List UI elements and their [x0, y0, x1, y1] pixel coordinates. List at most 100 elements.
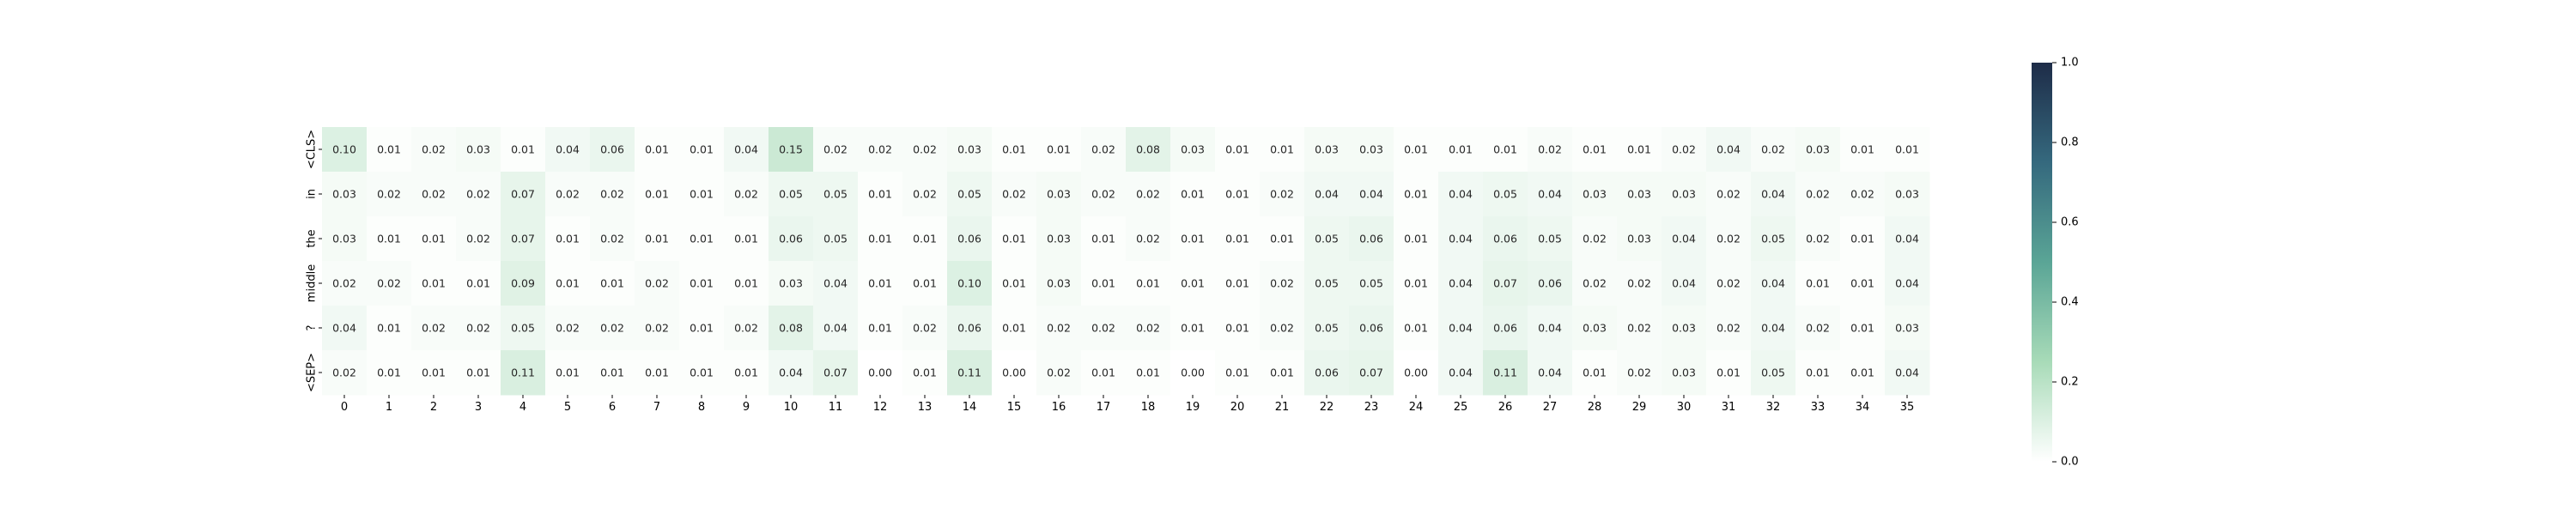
heatmap-cell [1394, 306, 1439, 351]
x-tick-label: 11 [829, 401, 843, 414]
cell-value-label: 0.01 [1047, 143, 1071, 156]
cell-value-label: 0.03 [1315, 143, 1339, 156]
heatmap-cell [724, 306, 769, 351]
cell-value-label: 0.02 [1270, 322, 1294, 335]
x-tick-label: 19 [1186, 401, 1200, 414]
cell-value-label: 0.01 [600, 277, 624, 290]
cell-value-label: 0.02 [1002, 188, 1026, 201]
colorbar-tick-label: 1.0 [2061, 57, 2079, 70]
cell-value-label: 0.05 [1315, 322, 1339, 335]
x-tick-label: 17 [1097, 401, 1111, 414]
cell-value-label: 0.01 [377, 143, 401, 156]
heatmap-cell [1528, 306, 1573, 351]
heatmap-cell [1304, 172, 1350, 217]
heatmap-cell [769, 127, 814, 173]
cell-value-label: 0.02 [1806, 188, 1830, 201]
cell-value-label: 0.02 [913, 188, 937, 201]
cell-value-label: 0.04 [332, 322, 356, 335]
heatmap-cell [858, 306, 903, 351]
heatmap-cell [1795, 216, 1841, 262]
cell-value-label: 0.04 [1315, 188, 1339, 201]
cell-value-label: 0.01 [1404, 233, 1428, 245]
cell-value-label: 0.00 [1002, 367, 1026, 379]
cell-value-label: 0.01 [556, 233, 580, 245]
heatmap-cell [322, 172, 368, 217]
x-tick-label: 28 [1588, 401, 1602, 414]
heatmap-cell [1126, 127, 1171, 173]
cell-value-label: 0.05 [823, 188, 848, 201]
cell-value-label: 0.02 [600, 188, 624, 201]
cell-value-label: 0.04 [1449, 367, 1473, 379]
cell-value-label: 0.01 [868, 233, 892, 245]
heatmap-cell [724, 172, 769, 217]
heatmap-cell [1662, 261, 1707, 306]
heatmap-cell [1840, 172, 1886, 217]
colorbar-tick-label: 0.2 [2061, 376, 2079, 389]
x-axis-ticks: 0 1 2 3 4 5 6 7 8 9 10 11 12 13 14 15 16 17 18 19 20 21 22 23 24… [341, 395, 1914, 414]
heatmap-cell [1885, 306, 1930, 351]
heatmap-cell [1349, 261, 1394, 306]
cell-value-label: 0.01 [600, 367, 624, 379]
heatmap-cell [813, 216, 859, 262]
cell-value-label: 0.04 [1449, 277, 1473, 290]
cell-value-label: 0.01 [1270, 143, 1294, 156]
cell-value-label: 0.03 [1047, 188, 1071, 201]
cell-value-label: 0.02 [868, 143, 892, 156]
cell-value-label: 0.03 [1583, 322, 1607, 335]
cell-value-label: 0.02 [1091, 143, 1115, 156]
heatmap-cell [1617, 127, 1662, 173]
cell-value-label: 0.04 [1672, 233, 1696, 245]
cell-value-label: 0.05 [823, 233, 848, 245]
x-tick-label: 8 [698, 401, 705, 414]
heatmap-cell [769, 306, 814, 351]
cell-value-label: 0.02 [466, 188, 490, 201]
cell-value-label: 0.01 [1850, 367, 1874, 379]
cell-value-label: 0.01 [645, 188, 669, 201]
heatmap-cells: 0.10 0.01 0.02 0.03 0.01 0.04 0.06 0.01 0.01 0.04… [322, 127, 1930, 396]
cell-value-label: 0.04 [1672, 277, 1696, 290]
x-tick-label: 7 [653, 401, 660, 414]
cell-value-label: 0.06 [957, 322, 981, 335]
colorbar: 0.0 0.2 0.4 0.6 0.8 1.0 [2032, 57, 2079, 469]
heatmap-cell [1081, 261, 1127, 306]
heatmap-cell [902, 350, 948, 396]
heatmap-cell [1840, 350, 1886, 396]
x-tick-label: 6 [609, 401, 616, 414]
heatmap-cell [724, 216, 769, 262]
heatmap-cell [1840, 306, 1886, 351]
heatmap-cell [947, 261, 993, 306]
cell-value-label: 0.06 [779, 233, 803, 245]
colorbar-tick-label: 0.6 [2061, 216, 2079, 229]
heatmap-cell [1349, 216, 1394, 262]
heatmap-cell [456, 306, 501, 351]
heatmap-cell [501, 306, 546, 351]
cell-value-label: 0.04 [1449, 233, 1473, 245]
heatmap-cell [1572, 216, 1618, 262]
heatmap-cell [1795, 306, 1841, 351]
heatmap-cell [947, 216, 993, 262]
heatmap-cell [1706, 127, 1752, 173]
heatmap-cell [1260, 350, 1305, 396]
cell-value-label: 0.01 [1404, 277, 1428, 290]
cell-value-label: 0.02 [1091, 188, 1115, 201]
cell-value-label: 0.03 [957, 143, 981, 156]
heatmap-cell [1840, 127, 1886, 173]
cell-value-label: 0.02 [377, 188, 401, 201]
heatmap-cell [1751, 350, 1796, 396]
cell-value-label: 0.03 [332, 233, 356, 245]
colorbar-tick-label: 0.0 [2061, 456, 2079, 469]
heatmap-cell [1394, 172, 1439, 217]
heatmap-cell [902, 127, 948, 173]
heatmap-cell [411, 350, 457, 396]
y-tick-label: <CLS> [306, 130, 319, 169]
cell-value-label: 0.02 [422, 143, 446, 156]
cell-value-label: 0.02 [1136, 233, 1160, 245]
heatmap-cell [1528, 350, 1573, 396]
cell-value-label: 0.10 [332, 143, 356, 156]
heatmap-cell [1081, 172, 1127, 217]
heatmap-cell [1751, 172, 1796, 217]
heatmap-cell [1438, 261, 1484, 306]
cell-value-label: 0.01 [1850, 143, 1874, 156]
cell-value-label: 0.07 [511, 188, 535, 201]
heatmap-cell [545, 172, 591, 217]
